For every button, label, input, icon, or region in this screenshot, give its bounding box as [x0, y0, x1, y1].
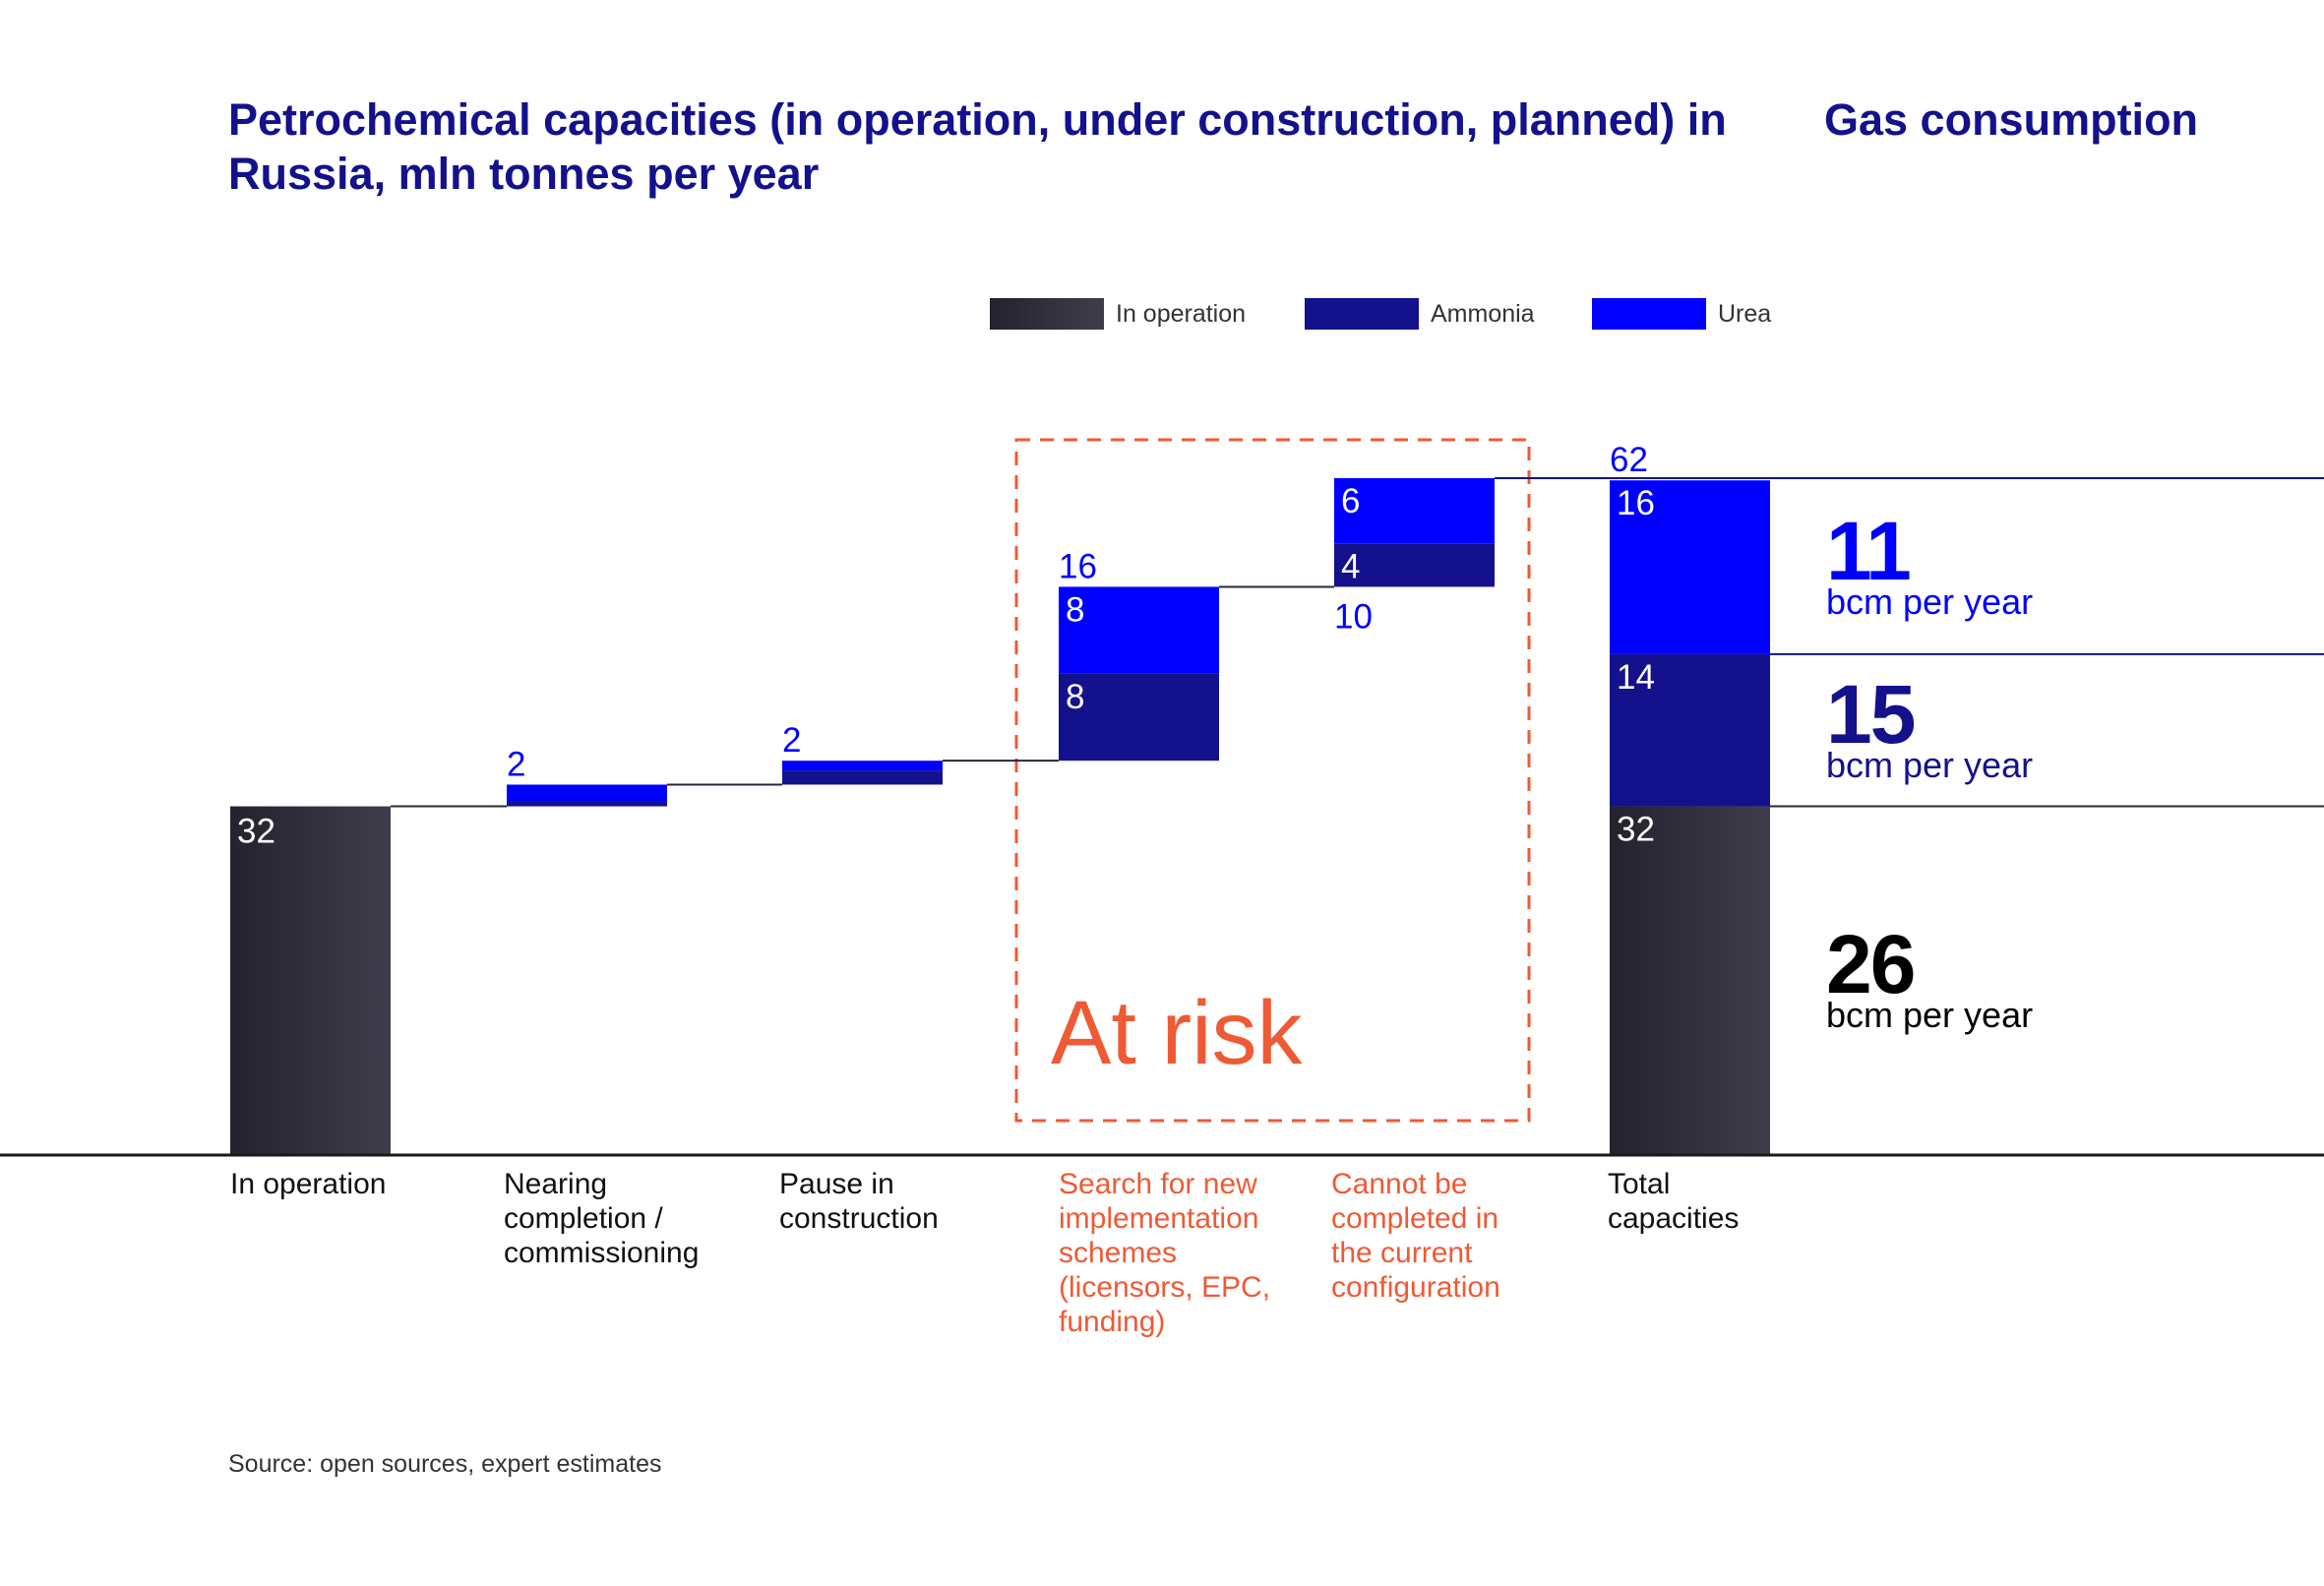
- data-label-search-total: 16: [1059, 547, 1097, 585]
- gas-ammonia-value: 15: [1826, 668, 1916, 761]
- legend-label-urea: Urea: [1718, 299, 1772, 328]
- bar-nearing-ammonia: [507, 801, 667, 807]
- bar-search-urea: [1059, 586, 1219, 674]
- bar-total-urea: [1610, 480, 1770, 654]
- data-label-search-ammonia: 8: [1066, 678, 1084, 716]
- legend-item-ammonia: Ammonia: [1305, 297, 1535, 331]
- category-label-total-capacities: Total capacities: [1608, 1168, 1740, 1235]
- legend-item-in-operation: In operation: [990, 297, 1246, 331]
- bar-cannot-urea: [1334, 478, 1495, 544]
- gas-operation-value: 26: [1826, 918, 1916, 1010]
- category-label-cannot-be-completed: Cannot be completed in the current confi…: [1331, 1168, 1500, 1304]
- gas-operation-unit: bcm per year: [1826, 995, 2034, 1035]
- gas-ammonia-block: 15 bcm per year: [1826, 673, 2033, 785]
- gas-urea-block: 11 bcm per year: [1826, 510, 2033, 622]
- gas-urea-unit: bcm per year: [1826, 581, 2034, 622]
- legend-item-urea: Urea: [1592, 297, 1771, 331]
- data-label-cannot-urea: 6: [1341, 482, 1360, 520]
- source-note: Source: open sources, expert estimates: [228, 1450, 662, 1478]
- data-label-cannot-ammonia: 4: [1341, 547, 1360, 585]
- bar-in-operation-in-operation: [230, 806, 391, 1154]
- bar-nearing-urea: [507, 784, 667, 802]
- legend-swatch-in-operation: [990, 298, 1104, 330]
- data-label-search-urea: 8: [1066, 590, 1084, 629]
- data-label-nearing-total: 2: [507, 745, 525, 783]
- legend-label-in-operation: In operation: [1116, 299, 1247, 328]
- legend-label-ammonia: Ammonia: [1431, 299, 1535, 328]
- category-label-in-operation: In operation: [230, 1168, 387, 1200]
- data-label-cannot-total: 10: [1334, 597, 1373, 636]
- bar-total-in-operation: [1610, 806, 1770, 1154]
- at-risk-frame: [1014, 438, 1531, 1123]
- category-label-nearing-completion: Nearing completion / commissioning: [504, 1168, 700, 1269]
- bar-pause-urea: [782, 761, 943, 771]
- gas-ammonia-unit: bcm per year: [1826, 745, 2034, 785]
- bar-total-ammonia: [1610, 653, 1770, 807]
- data-label-pause-total: 2: [782, 721, 801, 760]
- gas-operation-block: 26 bcm per year: [1826, 923, 2033, 1035]
- gas-urea-value: 11: [1826, 505, 1912, 597]
- category-label-search-new-schemes: Search for new implementation schemes (l…: [1059, 1168, 1271, 1338]
- at-risk-label: At risk: [1051, 983, 1303, 1083]
- legend-swatch-ammonia: [1305, 298, 1419, 330]
- legend-swatch-urea: [1592, 298, 1706, 330]
- category-label-pause-in-construction: Pause in construction: [779, 1168, 939, 1235]
- bar-cannot-ammonia: [1334, 543, 1495, 587]
- data-label-total-urea: 16: [1617, 484, 1655, 522]
- chart-title: Petrochemical capacities (in operation, …: [228, 94, 1727, 199]
- data-label-total-operation: 32: [1617, 811, 1655, 849]
- bar-pause-ammonia: [782, 770, 943, 785]
- gas-consumption-title: Gas consumption: [1824, 94, 2199, 145]
- bar-search-ammonia: [1059, 673, 1219, 762]
- data-label-in-operation: 32: [237, 813, 275, 851]
- data-label-total-ammonia: 14: [1617, 658, 1655, 697]
- data-label-total: 62: [1610, 441, 1648, 479]
